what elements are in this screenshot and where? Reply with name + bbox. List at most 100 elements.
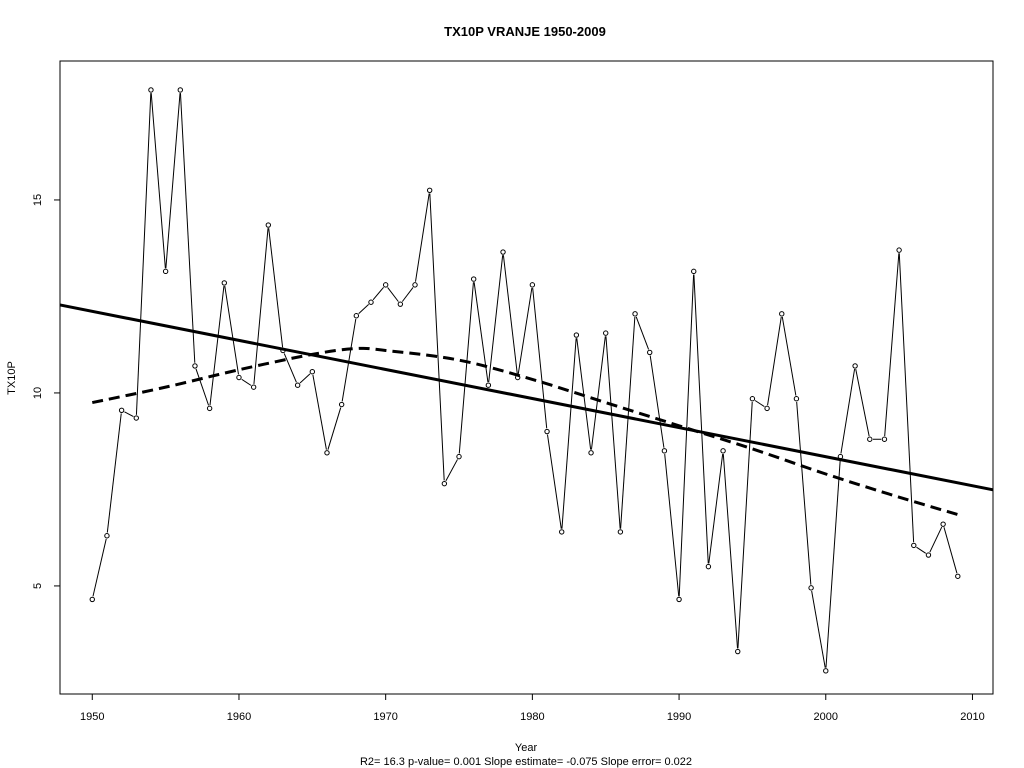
x-tick-label: 2000 xyxy=(814,711,838,723)
data-line-segment xyxy=(532,288,548,429)
data-line-segment xyxy=(929,526,943,553)
data-point xyxy=(867,436,873,442)
data-line-segment xyxy=(678,274,695,597)
data-point xyxy=(573,332,580,338)
data-point xyxy=(89,596,95,603)
data-line-segment xyxy=(92,538,107,597)
data-line-segment xyxy=(884,253,900,437)
data-line-segment xyxy=(124,411,134,417)
data-line-segment xyxy=(635,316,650,350)
y-tick-label: 5 xyxy=(32,583,44,589)
data-point xyxy=(294,382,301,388)
data-point xyxy=(456,453,462,460)
data-point xyxy=(925,552,932,558)
data-point xyxy=(206,405,213,412)
x-tick-label: 2010 xyxy=(960,711,984,723)
data-line-segment xyxy=(693,274,709,564)
data-line-segment xyxy=(502,255,518,375)
data-line-segment xyxy=(268,228,284,348)
data-point xyxy=(148,87,154,93)
data-point xyxy=(661,448,668,454)
plot-frame xyxy=(59,60,994,695)
data-point xyxy=(529,282,536,288)
x-axis-label: Year xyxy=(515,742,538,754)
data-point xyxy=(911,542,917,549)
x-axis: 1950 1960 1970 1980 1990 2000 2010 xyxy=(80,694,985,723)
data-point xyxy=(177,87,183,93)
data-line-segment xyxy=(165,93,181,269)
data-point xyxy=(118,407,125,414)
data-point xyxy=(353,313,360,319)
data-line-segment xyxy=(209,286,225,406)
data-line-segment xyxy=(547,434,562,529)
data-line-segment xyxy=(253,228,269,385)
data-line-segment xyxy=(825,459,841,668)
y-axis-label: TX10P xyxy=(6,361,18,395)
data-line-segment xyxy=(796,401,812,585)
data-point xyxy=(500,249,506,255)
data-line-segment xyxy=(754,400,765,408)
data-line-segment xyxy=(517,287,533,375)
data-line-segment xyxy=(916,546,927,554)
data-line-segment xyxy=(840,368,856,454)
data-point xyxy=(544,428,550,435)
x-tick-label: 1950 xyxy=(80,711,104,723)
data-line-segment xyxy=(401,287,414,302)
data-point xyxy=(338,401,345,408)
data-point xyxy=(104,533,110,539)
data-point xyxy=(236,374,242,381)
data-line-segment xyxy=(811,590,826,668)
data-line-segment xyxy=(415,193,430,282)
x-tick-label: 1960 xyxy=(227,711,251,723)
data-line-segment xyxy=(722,453,739,649)
y-tick-label: 15 xyxy=(32,194,44,206)
data-line-segment xyxy=(488,255,504,383)
y-tick-label: 10 xyxy=(32,387,44,399)
data-point xyxy=(485,382,492,388)
data-point xyxy=(368,299,374,305)
data-point xyxy=(265,222,272,228)
data-line-segment xyxy=(429,193,445,481)
data-line-segment xyxy=(620,316,636,529)
data-point xyxy=(881,436,888,442)
data-line-segment xyxy=(358,304,369,314)
data-line-segment xyxy=(241,378,252,386)
data-point xyxy=(588,450,594,456)
x-tick-label: 1970 xyxy=(373,711,397,723)
data-line-segment xyxy=(767,316,782,406)
data-point xyxy=(397,301,404,307)
data-line-segment xyxy=(781,316,797,396)
data-line-segment xyxy=(649,355,665,448)
data-point xyxy=(632,311,638,317)
data-point xyxy=(779,311,785,317)
data-line-segment xyxy=(150,93,166,269)
data-point xyxy=(250,384,257,390)
data-line-segment xyxy=(341,318,357,402)
data-point xyxy=(382,282,389,288)
data-point xyxy=(940,521,946,527)
data-line-segment xyxy=(445,459,458,482)
data-line-segment xyxy=(590,336,606,450)
data-point xyxy=(676,596,682,603)
data-line-segment xyxy=(387,287,399,302)
data-line-segment xyxy=(299,373,311,384)
data-point xyxy=(823,668,829,674)
data-point xyxy=(955,573,961,579)
series-layer xyxy=(59,87,994,674)
data-point xyxy=(426,187,433,194)
data-point xyxy=(133,415,139,421)
data-point xyxy=(221,280,228,286)
data-point xyxy=(162,268,169,275)
data-line-segment xyxy=(135,93,152,415)
data-point xyxy=(852,363,858,369)
data-point xyxy=(412,282,418,288)
data-point xyxy=(603,330,609,336)
y-axis: 5 10 15 xyxy=(32,194,60,589)
data-line-segment xyxy=(283,353,297,383)
data-line-segment xyxy=(664,453,680,597)
data-point xyxy=(705,563,712,570)
data-point xyxy=(192,363,198,369)
data-point xyxy=(896,247,902,253)
data-line-segment xyxy=(605,336,621,529)
